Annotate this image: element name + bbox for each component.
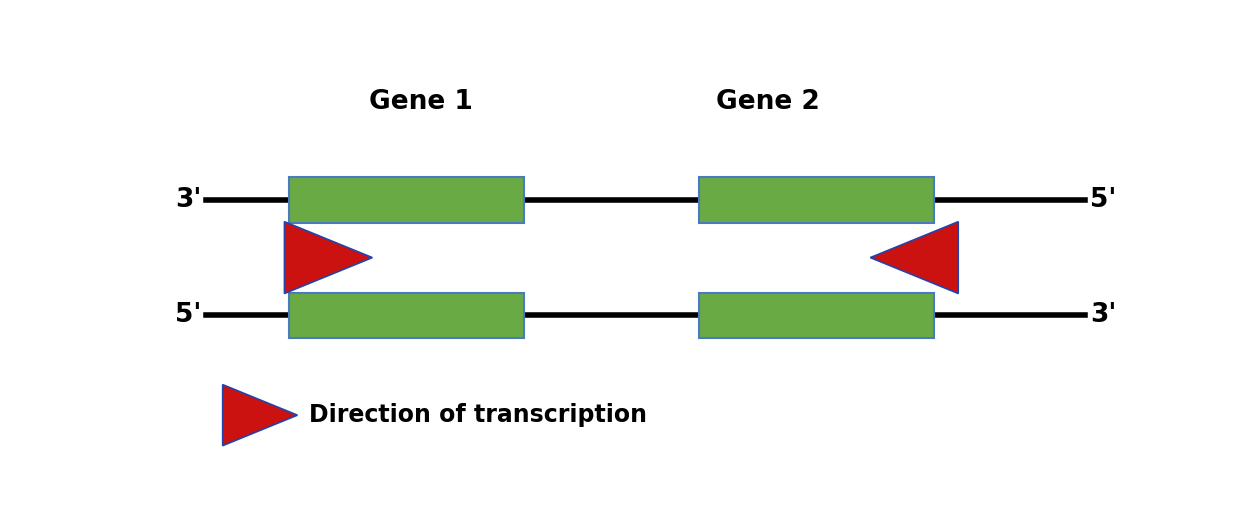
Text: 3': 3'	[175, 187, 202, 213]
Polygon shape	[871, 222, 959, 294]
Bar	[290, 177, 524, 223]
Text: 3': 3'	[1090, 303, 1116, 328]
Text: 5': 5'	[175, 303, 202, 328]
Text: Gene 2: Gene 2	[716, 89, 820, 115]
Text: Gene 1: Gene 1	[369, 89, 472, 115]
Text: 5': 5'	[1090, 187, 1116, 213]
Polygon shape	[223, 385, 297, 445]
Text: Direction of transcription: Direction of transcription	[309, 403, 646, 427]
Bar	[699, 177, 934, 223]
Bar	[699, 293, 934, 338]
Polygon shape	[285, 222, 373, 294]
Bar	[290, 293, 524, 338]
